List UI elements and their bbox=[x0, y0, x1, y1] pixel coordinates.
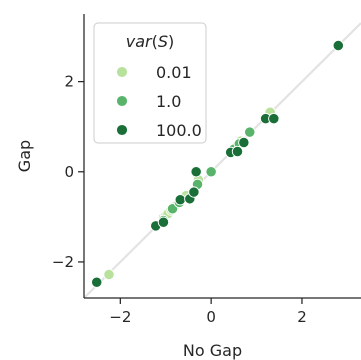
scatter-point-series-2 bbox=[91, 276, 103, 288]
legend: var(S) 0.01 1.0 100.0 bbox=[93, 22, 207, 144]
axes-layer bbox=[83, 14, 361, 299]
legend-title-open: ( bbox=[152, 32, 158, 51]
legend-title-symbol: S bbox=[158, 32, 168, 51]
scatter-point-series-1 bbox=[244, 126, 256, 138]
scatter-point-series-2 bbox=[190, 166, 202, 178]
legend-label: 100.0 bbox=[156, 121, 202, 140]
x-axis-label: No Gap bbox=[183, 341, 242, 360]
scatter-point-series-2 bbox=[231, 145, 244, 158]
scatter-point-series-0 bbox=[103, 268, 115, 281]
legend-title-func: var bbox=[126, 32, 153, 51]
legend-entries: 0.01 1.0 100.0 bbox=[116, 63, 202, 140]
legend-marker bbox=[116, 95, 128, 107]
y-axis-label: Gap bbox=[15, 140, 34, 172]
legend-marker bbox=[116, 66, 128, 78]
legend-label: 1.0 bbox=[156, 92, 181, 111]
reference-line bbox=[83, 22, 361, 299]
legend-box bbox=[93, 22, 207, 144]
scatter-point-series-2 bbox=[188, 186, 200, 198]
y-tick-label: 2 bbox=[64, 73, 74, 91]
x-tick-label: −2 bbox=[109, 308, 131, 326]
x-tick-label: 2 bbox=[297, 308, 307, 326]
legend-title-close: ) bbox=[168, 32, 174, 51]
scatter-point-series-2 bbox=[332, 39, 344, 52]
scatter-point-series-1 bbox=[205, 166, 217, 178]
legend-marker bbox=[116, 124, 128, 136]
scatter-point-series-2 bbox=[174, 194, 186, 206]
scatter-point-series-2 bbox=[157, 216, 170, 228]
reference-line-layer bbox=[83, 22, 361, 299]
legend-label: 0.01 bbox=[156, 63, 192, 82]
scatter-point-series-2 bbox=[268, 112, 280, 125]
y-tick-label: 0 bbox=[64, 163, 74, 181]
points-layer bbox=[91, 39, 344, 288]
ticks-layer: −2 0 2 −2 0 2 bbox=[52, 73, 307, 326]
x-tick-label: 0 bbox=[206, 308, 216, 326]
y-tick-label: −2 bbox=[52, 253, 74, 271]
legend-title: var(S) bbox=[126, 32, 175, 51]
scatter-point-series-2 bbox=[238, 136, 250, 149]
